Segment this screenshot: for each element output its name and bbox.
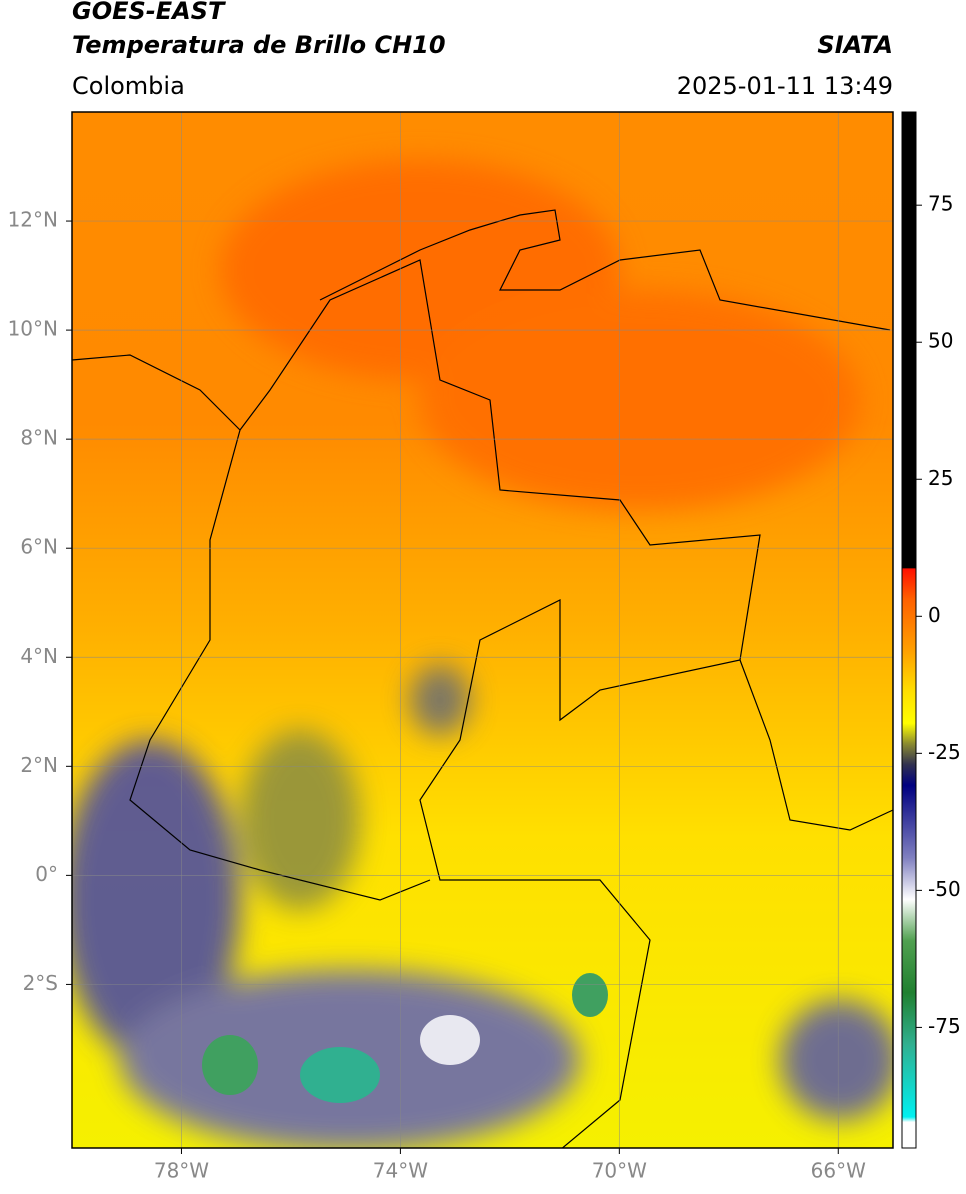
timestamp: 2025-01-11 13:49 bbox=[677, 72, 893, 100]
x-tick-label: 70°W bbox=[592, 1159, 647, 1183]
map-frame bbox=[71, 111, 894, 1149]
y-tick-label: 12°N bbox=[8, 208, 58, 232]
colorbar bbox=[901, 111, 917, 1149]
region: Colombia bbox=[72, 72, 185, 100]
satellite-image bbox=[72, 112, 893, 1148]
colorbar-tick-label: -75 bbox=[928, 1014, 961, 1038]
colorbar-tick-label: 50 bbox=[928, 329, 953, 353]
x-tick-label: 78°W bbox=[154, 1159, 209, 1183]
colorbar-tick-label: 75 bbox=[928, 192, 953, 216]
y-tick-label: 4°N bbox=[20, 644, 58, 668]
colorbar-tick-label: -25 bbox=[928, 740, 961, 764]
title: GOES-EAST bbox=[72, 0, 226, 25]
y-tick-label: 2°N bbox=[20, 753, 58, 777]
colorbar-tick-label: 25 bbox=[928, 466, 953, 490]
y-tick-label: 0° bbox=[35, 862, 58, 886]
y-tick-label: 2°S bbox=[23, 971, 58, 995]
y-tick-label: 10°N bbox=[8, 317, 58, 341]
y-tick-label: 6°N bbox=[20, 535, 58, 559]
subtitle: Temperatura de Brillo CH10 bbox=[72, 31, 446, 59]
colorbar-tick-label: 0 bbox=[928, 603, 941, 627]
x-tick-label: 66°W bbox=[811, 1159, 866, 1183]
source: SIATA bbox=[817, 31, 893, 59]
x-tick-label: 74°W bbox=[373, 1159, 428, 1183]
colorbar-tick-label: -50 bbox=[928, 877, 961, 901]
y-tick-label: 8°N bbox=[20, 426, 58, 450]
